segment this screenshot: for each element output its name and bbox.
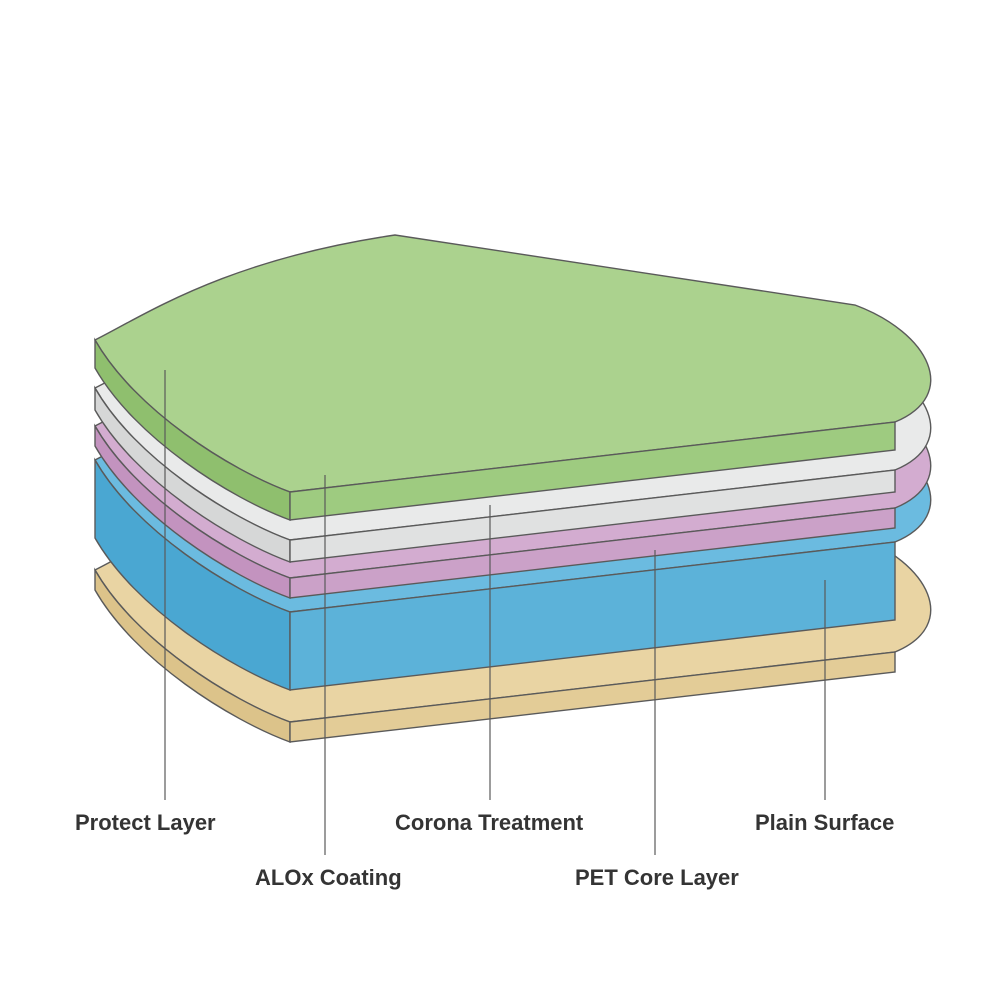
label-corona: Corona Treatment xyxy=(395,810,584,835)
layer-diagram: Protect Layer ALOx Coating Corona Treatmen… xyxy=(0,0,1000,1000)
label-alox: ALOx Coating xyxy=(255,865,402,890)
label-pet: PET Core Layer xyxy=(575,865,739,890)
label-protect: Protect Layer xyxy=(75,810,216,835)
label-plain: Plain Surface xyxy=(755,810,894,835)
